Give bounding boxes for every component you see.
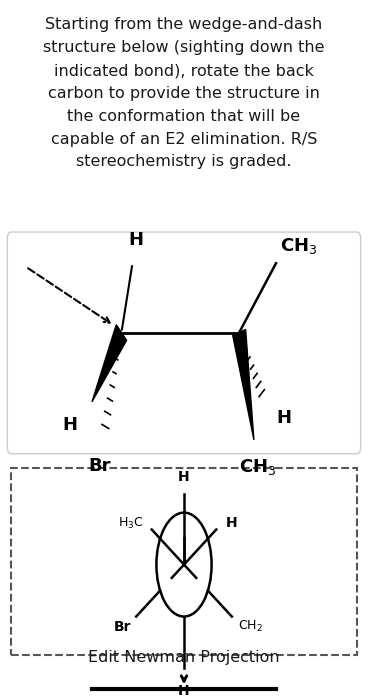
Text: H: H <box>129 232 144 249</box>
Text: H: H <box>178 684 190 698</box>
Text: H: H <box>178 470 190 484</box>
Polygon shape <box>92 325 127 402</box>
FancyBboxPatch shape <box>11 468 357 654</box>
Text: Br: Br <box>88 457 111 475</box>
Polygon shape <box>233 330 254 440</box>
Text: indicated bond), rotate the back: indicated bond), rotate the back <box>54 63 314 78</box>
Text: H: H <box>226 516 237 530</box>
Text: Br: Br <box>114 620 131 634</box>
Text: capable of an E2 elimination. R/S: capable of an E2 elimination. R/S <box>51 132 317 146</box>
Text: Starting from the wedge-and-dash: Starting from the wedge-and-dash <box>45 18 323 32</box>
Text: carbon to provide the structure in: carbon to provide the structure in <box>48 86 320 101</box>
Text: H: H <box>62 416 77 433</box>
Text: H$_3$C: H$_3$C <box>118 515 144 531</box>
FancyBboxPatch shape <box>7 232 361 454</box>
Text: structure below (sighting down the: structure below (sighting down the <box>43 40 325 55</box>
Text: stereochemistry is graded.: stereochemistry is graded. <box>76 155 292 169</box>
Text: CH$_3$: CH$_3$ <box>280 237 317 256</box>
Text: the conformation that will be: the conformation that will be <box>67 108 301 124</box>
Text: H: H <box>276 409 291 427</box>
Text: CH$_3$: CH$_3$ <box>239 457 276 477</box>
Text: CH$_2$: CH$_2$ <box>238 619 263 634</box>
Text: Edit Newman Projection: Edit Newman Projection <box>88 650 280 665</box>
